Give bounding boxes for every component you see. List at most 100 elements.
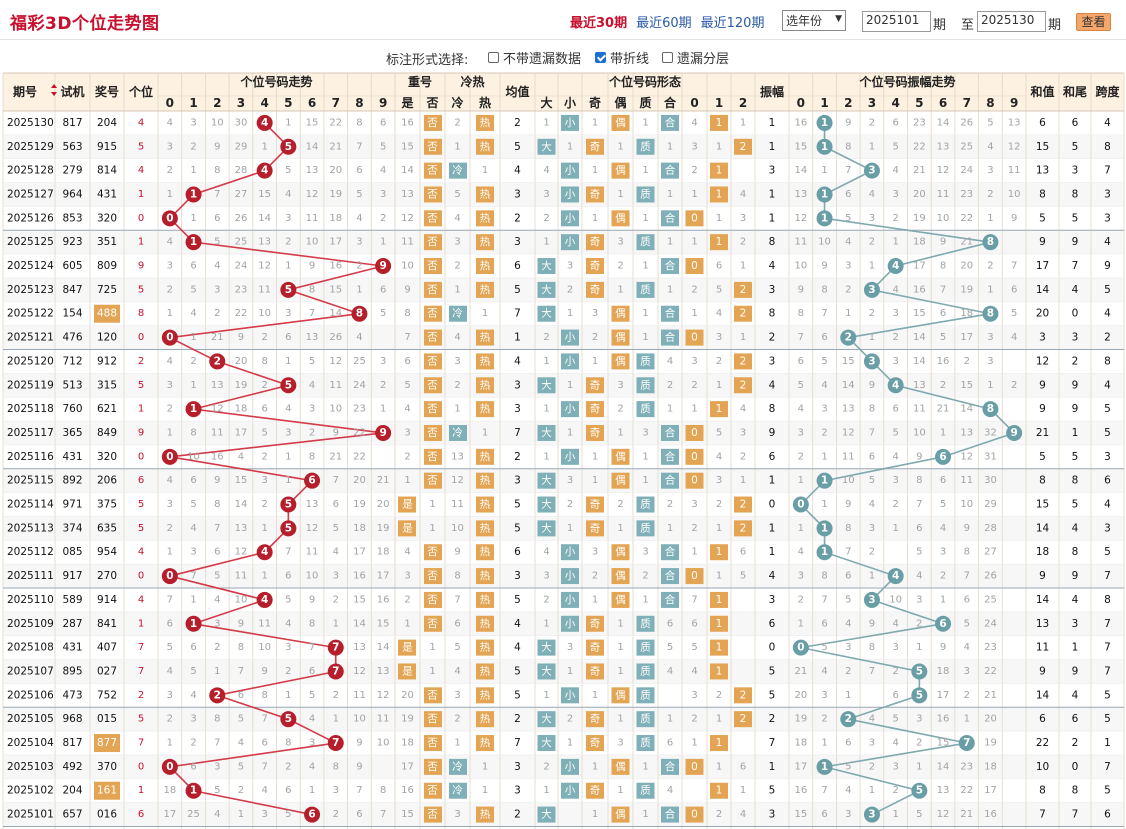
cell-zhenfu: 1 xyxy=(769,188,776,200)
trend-ball xyxy=(375,258,392,275)
cell-kuadu: 2 xyxy=(1104,332,1111,344)
xingtai-missing: 1 xyxy=(592,809,598,820)
cell-kuadu: 3 xyxy=(1104,212,1111,224)
re-missing: 1 xyxy=(482,165,488,176)
xingtai-text: 小 xyxy=(565,451,576,463)
cell-shiji: 154 xyxy=(62,308,82,320)
sort-down-icon[interactable] xyxy=(51,92,57,96)
xingtai-badge xyxy=(685,210,704,227)
xingtai-text: 合 xyxy=(665,211,676,224)
cell-zhenfu: 1 xyxy=(769,212,776,224)
trend-missing: 12 xyxy=(377,690,390,701)
cell-hezhi: 15 xyxy=(1036,499,1049,511)
trend-missing: 14 xyxy=(329,308,342,319)
trend-missing: 20 xyxy=(377,499,390,510)
period-from-input[interactable]: 2025101 xyxy=(862,11,931,32)
cell-gewei: 6 xyxy=(138,475,144,486)
trend-missing: 8 xyxy=(190,427,196,438)
trend-missing: 3 xyxy=(261,475,267,486)
trend-missing: 10 xyxy=(187,451,200,462)
amplitude-missing: 13 xyxy=(960,427,973,438)
amplitude-ball-number: 1 xyxy=(821,522,828,534)
xingtai-missing: 2 xyxy=(691,165,697,176)
cell-hewei: 7 xyxy=(1072,260,1079,272)
amplitude-missing: 22 xyxy=(913,141,926,152)
cell-jianghao: 027 xyxy=(97,665,117,677)
xingtai-badge xyxy=(710,782,728,799)
option-no-missing[interactable]: 不带遗漏数据 xyxy=(488,48,581,67)
chong-no-text: 否 xyxy=(427,165,438,177)
amplitude-missing: 14 xyxy=(842,380,855,391)
cell-zhenfu: 8 xyxy=(769,236,776,248)
trend-ball xyxy=(375,424,392,441)
amplitude-missing: 6 xyxy=(798,356,804,367)
year-select[interactable]: 选年份 ▼ xyxy=(782,10,846,31)
amplitude-missing: 1 xyxy=(987,284,993,295)
cell-gewei: 0 xyxy=(138,761,144,772)
re-text: 热 xyxy=(480,378,491,391)
period-link-60[interactable]: 最近60期 xyxy=(636,16,692,31)
trend-ball xyxy=(185,615,202,632)
trend-missing: 2 xyxy=(261,332,267,343)
cell-hewei: 4 xyxy=(1072,522,1079,534)
option-layered[interactable]: 遗漏分层 xyxy=(662,48,729,67)
cell-junzhi: 3 xyxy=(514,403,521,415)
xingtai-text: 1 xyxy=(716,642,723,654)
chong-yes-missing: 12 xyxy=(401,213,414,224)
trend-missing: 21 xyxy=(377,475,390,486)
xingtai-text: 1 xyxy=(716,188,723,200)
trend-missing: 2 xyxy=(190,738,196,749)
table-row xyxy=(3,540,1124,565)
checkbox-with-line[interactable] xyxy=(595,52,606,63)
trend-missing: 4 xyxy=(238,451,244,462)
amplitude-ball xyxy=(1006,424,1023,441)
amplitude-missing: 4 xyxy=(869,714,875,725)
cell-issue: 2025118 xyxy=(7,403,54,415)
trend-ball xyxy=(280,496,297,513)
amplitude-missing: 16 xyxy=(913,284,926,295)
cell-zhenfu: 5 xyxy=(769,665,776,677)
cell-hewei: 6 xyxy=(1072,713,1079,725)
option-with-line[interactable]: 带折线 xyxy=(595,48,649,67)
xingtai-text: 合 xyxy=(665,593,676,606)
xingtai-badge xyxy=(710,234,728,251)
re-missing: 1 xyxy=(482,308,488,319)
sort-up-icon[interactable] xyxy=(51,84,57,88)
trend-missing: 3 xyxy=(167,499,173,510)
xingtai-text: 0 xyxy=(691,212,698,224)
query-button[interactable]: 查看 xyxy=(1076,13,1111,31)
amplitude-missing: 1 xyxy=(869,261,875,272)
cell-zhenfu: 8 xyxy=(769,403,776,415)
cell-hewei: 9 xyxy=(1072,236,1079,248)
period-to-input[interactable]: 2025130 xyxy=(977,11,1046,32)
xingtai-text: 小 xyxy=(565,117,576,129)
amplitude-missing: 4 xyxy=(869,189,875,200)
xingtai-badge xyxy=(611,305,630,322)
trend-missing: 1 xyxy=(167,738,173,749)
xingtai-badge xyxy=(611,758,630,775)
chong-no-text: 否 xyxy=(427,284,438,296)
amplitude-missing: 12 xyxy=(794,213,807,224)
cell-gewei: 1 xyxy=(138,237,144,248)
checkbox-layered[interactable] xyxy=(662,52,673,63)
amplitude-missing: 18 xyxy=(937,666,950,677)
amplitude-missing: 6 xyxy=(940,475,946,486)
period-link-120[interactable]: 最近120期 xyxy=(700,16,765,31)
amplitude-ball-number: 1 xyxy=(821,546,828,558)
cell-issue: 2025119 xyxy=(7,379,54,391)
xingtai-missing: 1 xyxy=(691,189,697,200)
trend-missing: 1 xyxy=(214,666,220,677)
xingtai-text: 大 xyxy=(541,498,552,511)
checkbox-no-missing[interactable] xyxy=(488,52,499,63)
amplitude-missing: 3 xyxy=(845,809,851,820)
trend-polyline xyxy=(167,122,384,816)
xingtai-missing: 1 xyxy=(592,475,598,486)
amplitude-missing: 3 xyxy=(892,761,898,772)
amplitude-missing: 2 xyxy=(821,427,827,438)
trend-ball-number: 0 xyxy=(166,570,173,582)
trend-missing: 3 xyxy=(167,141,173,152)
chong-no-missing: 1 xyxy=(429,642,435,653)
cell-gewei: 1 xyxy=(138,785,144,796)
amplitude-missing: 14 xyxy=(960,404,973,415)
period-link-30[interactable]: 最近30期 xyxy=(570,16,628,31)
